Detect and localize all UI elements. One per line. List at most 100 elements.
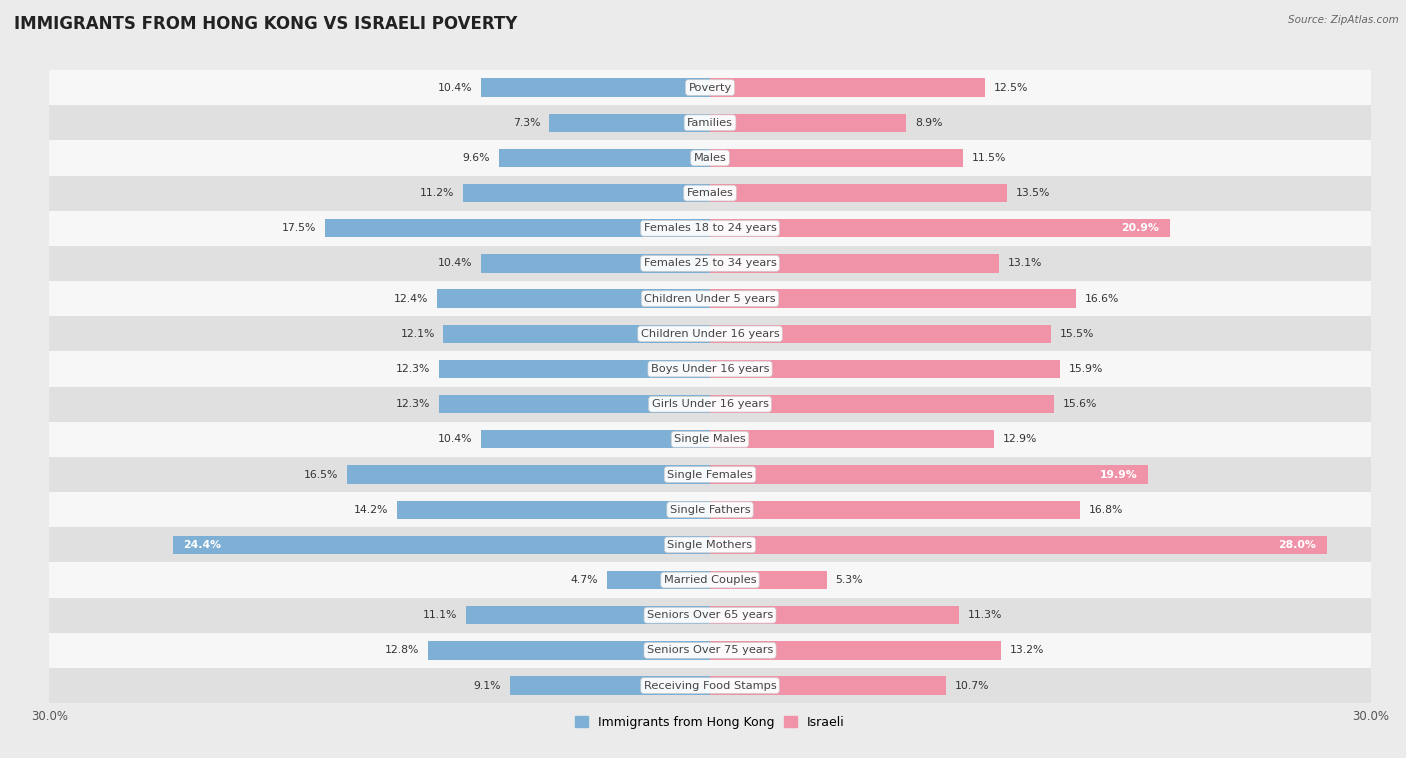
- Bar: [481, 431, 710, 449]
- Text: Single Females: Single Females: [668, 469, 752, 480]
- Legend: Immigrants from Hong Kong, Israeli: Immigrants from Hong Kong, Israeli: [571, 711, 849, 734]
- Text: 12.5%: 12.5%: [994, 83, 1029, 92]
- Bar: [710, 360, 1060, 378]
- Text: 13.2%: 13.2%: [1010, 645, 1045, 656]
- Bar: [49, 387, 1371, 421]
- Bar: [437, 290, 710, 308]
- Bar: [439, 360, 710, 378]
- Text: Seniors Over 75 years: Seniors Over 75 years: [647, 645, 773, 656]
- Text: Girls Under 16 years: Girls Under 16 years: [651, 399, 769, 409]
- Text: Females: Females: [686, 188, 734, 198]
- Text: Married Couples: Married Couples: [664, 575, 756, 585]
- Bar: [464, 184, 710, 202]
- Bar: [710, 536, 1327, 554]
- Bar: [49, 140, 1371, 176]
- Text: 5.3%: 5.3%: [835, 575, 863, 585]
- Text: 15.9%: 15.9%: [1069, 364, 1104, 374]
- Text: 19.9%: 19.9%: [1099, 469, 1137, 480]
- Text: 20.9%: 20.9%: [1122, 224, 1160, 233]
- Bar: [710, 114, 905, 132]
- Bar: [49, 457, 1371, 492]
- Text: 4.7%: 4.7%: [571, 575, 598, 585]
- Text: 17.5%: 17.5%: [281, 224, 316, 233]
- Bar: [710, 184, 1007, 202]
- Text: 12.1%: 12.1%: [401, 329, 434, 339]
- Text: Children Under 5 years: Children Under 5 years: [644, 293, 776, 304]
- Text: 11.2%: 11.2%: [420, 188, 454, 198]
- Bar: [550, 114, 710, 132]
- Text: 9.1%: 9.1%: [474, 681, 501, 691]
- Bar: [606, 571, 710, 589]
- Text: 16.5%: 16.5%: [304, 469, 337, 480]
- Bar: [427, 641, 710, 659]
- Bar: [710, 78, 986, 97]
- Bar: [710, 571, 827, 589]
- Bar: [49, 211, 1371, 246]
- Bar: [710, 431, 994, 449]
- Bar: [499, 149, 710, 167]
- Bar: [710, 641, 1001, 659]
- Text: 11.3%: 11.3%: [967, 610, 1002, 620]
- Text: Receiving Food Stamps: Receiving Food Stamps: [644, 681, 776, 691]
- Bar: [49, 176, 1371, 211]
- Bar: [710, 500, 1080, 518]
- Text: Source: ZipAtlas.com: Source: ZipAtlas.com: [1288, 15, 1399, 25]
- Bar: [49, 70, 1371, 105]
- Text: 10.7%: 10.7%: [955, 681, 988, 691]
- Bar: [481, 255, 710, 273]
- Text: Males: Males: [693, 153, 727, 163]
- Bar: [439, 395, 710, 413]
- Text: 12.3%: 12.3%: [396, 364, 430, 374]
- Text: 9.6%: 9.6%: [463, 153, 489, 163]
- Bar: [49, 316, 1371, 352]
- Text: Single Males: Single Males: [673, 434, 747, 444]
- Bar: [49, 492, 1371, 528]
- Text: 16.6%: 16.6%: [1084, 293, 1119, 304]
- Text: 13.1%: 13.1%: [1007, 258, 1042, 268]
- Bar: [325, 219, 710, 237]
- Text: 8.9%: 8.9%: [915, 117, 942, 128]
- Text: 14.2%: 14.2%: [354, 505, 388, 515]
- Text: Females 25 to 34 years: Females 25 to 34 years: [644, 258, 776, 268]
- Bar: [49, 246, 1371, 281]
- Text: Poverty: Poverty: [689, 83, 731, 92]
- Bar: [49, 281, 1371, 316]
- Bar: [509, 676, 710, 695]
- Bar: [49, 352, 1371, 387]
- Text: Single Mothers: Single Mothers: [668, 540, 752, 550]
- Bar: [49, 633, 1371, 668]
- Bar: [49, 421, 1371, 457]
- Text: Children Under 16 years: Children Under 16 years: [641, 329, 779, 339]
- Bar: [49, 528, 1371, 562]
- Text: Families: Families: [688, 117, 733, 128]
- Text: 10.4%: 10.4%: [437, 258, 472, 268]
- Text: 13.5%: 13.5%: [1017, 188, 1050, 198]
- Bar: [710, 290, 1076, 308]
- Text: 12.4%: 12.4%: [394, 293, 427, 304]
- Bar: [347, 465, 710, 484]
- Bar: [710, 606, 959, 625]
- Text: 7.3%: 7.3%: [513, 117, 540, 128]
- Text: Females 18 to 24 years: Females 18 to 24 years: [644, 224, 776, 233]
- Text: 10.4%: 10.4%: [437, 83, 472, 92]
- Text: 12.8%: 12.8%: [385, 645, 419, 656]
- Text: Single Fathers: Single Fathers: [669, 505, 751, 515]
- Text: 15.5%: 15.5%: [1060, 329, 1095, 339]
- Bar: [398, 500, 710, 518]
- Text: 10.4%: 10.4%: [437, 434, 472, 444]
- Text: IMMIGRANTS FROM HONG KONG VS ISRAELI POVERTY: IMMIGRANTS FROM HONG KONG VS ISRAELI POV…: [14, 15, 517, 33]
- Bar: [710, 395, 1053, 413]
- Text: 12.3%: 12.3%: [396, 399, 430, 409]
- Bar: [49, 597, 1371, 633]
- Text: 12.9%: 12.9%: [1002, 434, 1038, 444]
- Bar: [49, 105, 1371, 140]
- Text: 28.0%: 28.0%: [1278, 540, 1316, 550]
- Text: Boys Under 16 years: Boys Under 16 years: [651, 364, 769, 374]
- Text: 15.6%: 15.6%: [1063, 399, 1097, 409]
- Text: 11.1%: 11.1%: [422, 610, 457, 620]
- Bar: [49, 562, 1371, 597]
- Bar: [710, 465, 1149, 484]
- Bar: [49, 668, 1371, 703]
- Bar: [465, 606, 710, 625]
- Bar: [710, 219, 1170, 237]
